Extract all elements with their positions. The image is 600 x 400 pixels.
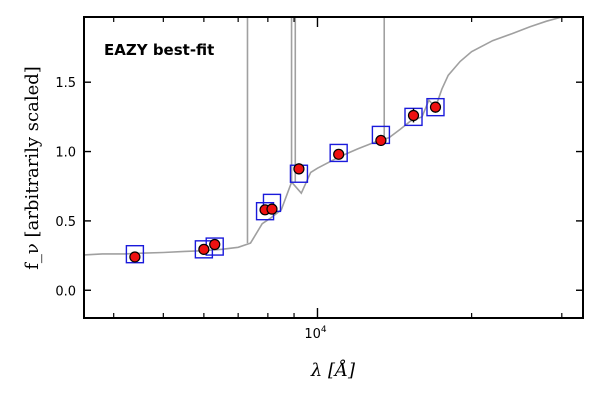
- observed-point: [407, 109, 420, 122]
- x-tick-exponent: 4: [321, 325, 327, 335]
- axis-ticks: 0.0 0.5 1.0 1.5 104: [55, 17, 583, 342]
- model-photometry-box: [125, 244, 145, 264]
- observed-point: [429, 101, 442, 113]
- y-tick-label: 0.5: [55, 215, 76, 230]
- observed-point: [375, 134, 387, 147]
- y-tick-label: 1.0: [55, 146, 76, 161]
- model-photometry-box: [329, 143, 348, 163]
- model-photometry-box: [426, 97, 445, 117]
- observed-point: [129, 251, 141, 263]
- observed-point: [266, 203, 278, 215]
- plot-frame: [83, 16, 584, 319]
- y-tick-label: 1.5: [55, 76, 76, 91]
- observed-point: [333, 148, 345, 160]
- model-photometry-box: [404, 107, 423, 127]
- x-axis-label: λ [Å]: [310, 359, 356, 381]
- observed-point: [198, 243, 210, 255]
- data-markers: [125, 97, 445, 264]
- plot-background: [84, 17, 583, 318]
- x-tick-label: 104: [304, 325, 327, 342]
- legend-annotation: EAZY best-fit: [104, 41, 214, 59]
- y-tick-label: 0.0: [55, 284, 76, 299]
- observed-point: [293, 163, 305, 175]
- observed-point: [209, 238, 221, 251]
- y-axis-label: f_ν [arbitrarily scaled]: [22, 66, 43, 270]
